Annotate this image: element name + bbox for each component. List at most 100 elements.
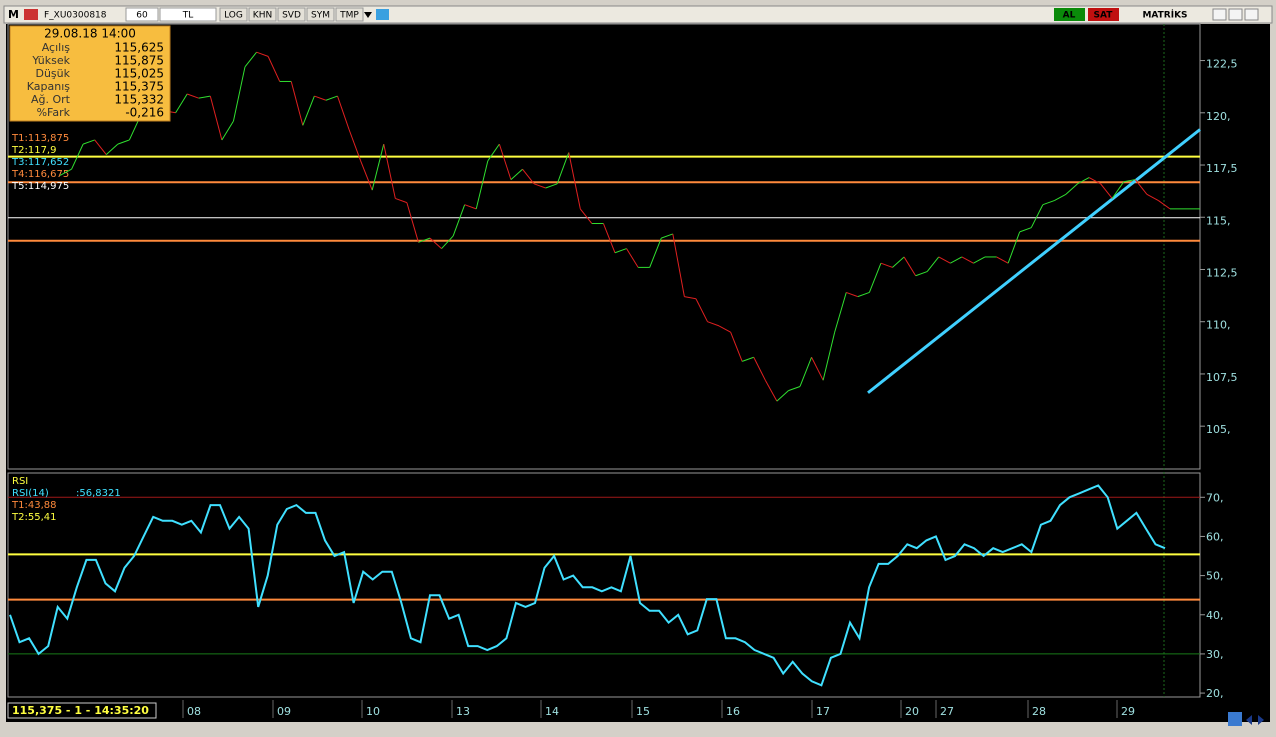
toolbar-button[interactable] xyxy=(335,7,364,22)
price-segment xyxy=(811,357,824,381)
price-segment xyxy=(198,95,211,99)
toolbar-button-label[interactable]: KHN xyxy=(253,11,272,21)
price-segment xyxy=(996,256,1009,264)
chart-icon[interactable] xyxy=(24,9,38,20)
sat-button[interactable] xyxy=(1088,8,1119,21)
y-tick-label: 115, xyxy=(1206,214,1231,227)
currency[interactable]: TL xyxy=(182,11,194,21)
price-segment xyxy=(926,256,940,272)
price-segment xyxy=(187,93,199,99)
info-label: Ağ. Ort xyxy=(31,93,71,106)
price-segment xyxy=(1111,181,1125,199)
window-button[interactable] xyxy=(1244,8,1259,21)
period[interactable]: 60 xyxy=(136,11,148,21)
toolbar-button[interactable] xyxy=(277,7,306,22)
price-segment xyxy=(94,139,107,155)
toolbar-button-label[interactable]: LOG xyxy=(224,11,243,21)
toolbar-button[interactable] xyxy=(219,7,248,22)
info-value: 115,625 xyxy=(114,41,164,55)
price-segment xyxy=(59,168,72,176)
price-segment xyxy=(1088,177,1101,185)
y-tick-label: 122,5 xyxy=(1206,58,1238,71)
price-segment xyxy=(568,152,581,209)
price-segment xyxy=(244,51,257,68)
price-segment xyxy=(1146,193,1159,201)
price-segment xyxy=(441,235,454,249)
window-button[interactable] xyxy=(1228,8,1243,21)
price-segment xyxy=(880,262,893,268)
toolbar-button[interactable] xyxy=(248,7,277,22)
price-segment xyxy=(1158,200,1171,210)
al-button[interactable] xyxy=(1054,8,1085,21)
price-segment xyxy=(579,208,593,224)
price-segment xyxy=(1019,227,1032,233)
price-segment xyxy=(256,51,269,57)
price-segment xyxy=(487,143,500,162)
price-segment xyxy=(973,256,986,264)
price-segment xyxy=(105,143,119,155)
price-segment xyxy=(799,357,813,387)
price-segment xyxy=(1042,200,1055,206)
level-label: T5:114,975 xyxy=(11,181,69,192)
price-segment xyxy=(672,233,685,297)
price-segment xyxy=(776,390,789,402)
info-value: 115,025 xyxy=(114,67,164,81)
x-tick-label: 14 xyxy=(545,705,559,718)
level-label: T2:117,9 xyxy=(11,145,56,156)
rsi-title: RSI xyxy=(12,476,28,487)
x-tick-label: 16 xyxy=(726,705,740,718)
toolbar-button-label[interactable]: SYM xyxy=(311,11,330,21)
sat-label[interactable]: SAT xyxy=(1094,11,1114,21)
price-segment xyxy=(395,197,408,204)
y-tick-label: 20, xyxy=(1206,687,1224,700)
level-label: T3:117,652 xyxy=(11,157,69,168)
price-segment xyxy=(868,263,882,293)
price-segment xyxy=(325,95,338,101)
nav-button[interactable] xyxy=(1228,712,1242,726)
x-tick-label: 20 xyxy=(905,705,919,718)
price-segment xyxy=(742,356,754,362)
x-tick-label: 28 xyxy=(1032,705,1046,718)
price-segment xyxy=(429,237,442,249)
dropdown[interactable] xyxy=(364,12,372,18)
nav-right[interactable] xyxy=(1258,715,1264,725)
price-segment xyxy=(718,325,731,333)
x-tick-label: 10 xyxy=(366,705,380,718)
price-segment xyxy=(649,237,662,268)
price-segment xyxy=(661,233,673,239)
price-segment xyxy=(1007,231,1021,264)
y-tick-label: 70, xyxy=(1206,491,1224,504)
price-segment xyxy=(707,321,720,327)
toolbar-button[interactable] xyxy=(306,7,335,22)
al-label[interactable]: AL xyxy=(1063,11,1076,21)
price-segment xyxy=(1100,183,1113,199)
y-tick-label: 30, xyxy=(1206,648,1224,661)
price-segment xyxy=(846,291,858,298)
price-segment xyxy=(232,66,246,122)
toolbar-button-label[interactable]: TMP xyxy=(339,11,359,21)
currency-box[interactable] xyxy=(159,7,217,22)
price-segment xyxy=(684,296,697,300)
price-segment xyxy=(730,331,743,362)
price-segment xyxy=(764,379,778,402)
x-tick-label: 15 xyxy=(636,705,650,718)
price-segment xyxy=(1065,183,1078,195)
x-tick-label: 09 xyxy=(277,705,291,718)
x-tick-label: 13 xyxy=(456,705,470,718)
symbol[interactable]: F_XU0300818 xyxy=(44,11,107,21)
price-segment xyxy=(533,183,546,189)
price-segment xyxy=(406,202,419,243)
nav-left[interactable] xyxy=(1246,715,1252,725)
y-tick-label: 40, xyxy=(1206,609,1224,622)
toolbar-button-label[interactable]: SVD xyxy=(282,11,301,21)
price-segment xyxy=(695,298,708,322)
price-segment xyxy=(602,223,616,253)
status: 115,375 - 1 - 14:35:20 xyxy=(12,704,149,717)
window-button[interactable] xyxy=(1212,8,1227,21)
price-segment xyxy=(71,143,84,170)
period-box[interactable] xyxy=(125,7,159,22)
price-segment xyxy=(314,95,327,101)
y-tick-label: 120, xyxy=(1206,110,1231,123)
share-icon[interactable] xyxy=(376,9,389,20)
app-icon[interactable]: M xyxy=(8,8,19,21)
